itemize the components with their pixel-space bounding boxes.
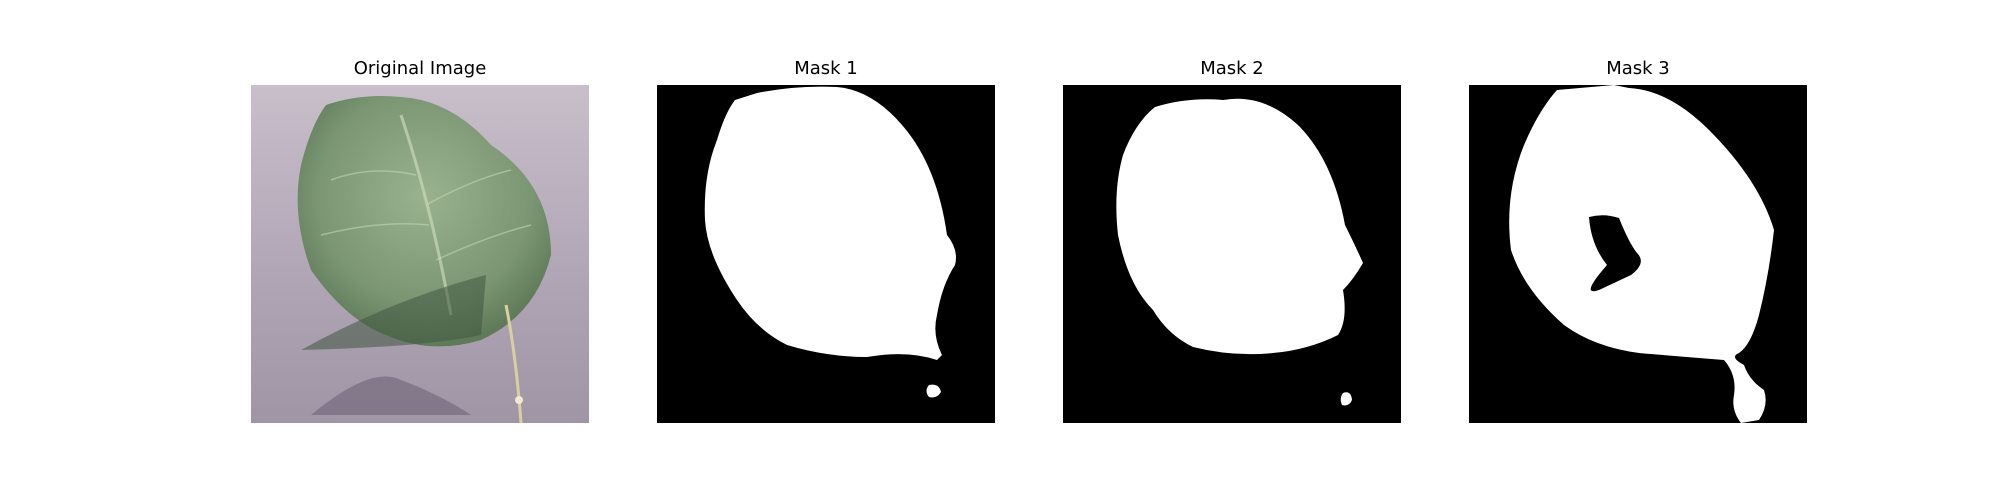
mask-speck bbox=[926, 384, 941, 398]
leaf-veins bbox=[320, 169, 532, 261]
mask-speck bbox=[1340, 392, 1352, 406]
panel-mask-3: Mask 3 bbox=[1469, 54, 1807, 423]
panel-title: Mask 1 bbox=[794, 58, 858, 79]
panel-mask-1: Mask 1 bbox=[657, 54, 995, 423]
mask-region bbox=[704, 86, 956, 360]
mask-3-image bbox=[1469, 85, 1807, 423]
mask-region-with-hole bbox=[1509, 85, 1774, 423]
mask-3 bbox=[1469, 85, 1807, 423]
panel-mask-2: Mask 2 bbox=[1063, 54, 1401, 423]
glass-shard bbox=[301, 275, 486, 350]
mask-1-image bbox=[657, 85, 995, 423]
mask-region bbox=[1116, 98, 1363, 355]
panel-title: Mask 2 bbox=[1200, 58, 1264, 79]
panel-original-image: Original Image bbox=[251, 54, 589, 423]
leaf-photo bbox=[251, 85, 589, 423]
panel-title: Original Image bbox=[353, 58, 487, 79]
leaf-shape bbox=[297, 96, 551, 347]
mask-2-image bbox=[1063, 85, 1401, 423]
original-leaf-image bbox=[251, 85, 589, 423]
leaf-shadow bbox=[311, 376, 471, 415]
mask-1 bbox=[657, 85, 995, 423]
panel-title: Mask 3 bbox=[1606, 58, 1670, 79]
leaf-stem bbox=[504, 304, 523, 423]
mask-2 bbox=[1063, 85, 1401, 423]
stem-highlight bbox=[515, 396, 523, 404]
